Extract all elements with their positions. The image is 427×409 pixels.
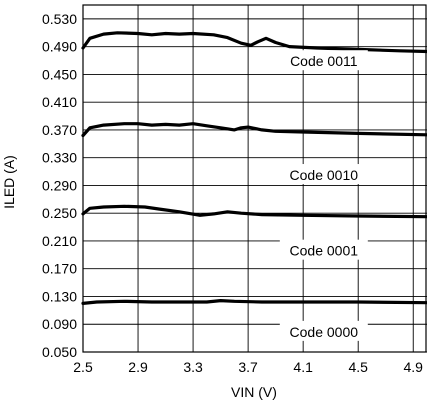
plot-frame bbox=[82, 4, 427, 353]
y-tick-label: 0.530 bbox=[42, 11, 77, 27]
y-tick-label: 0.170 bbox=[42, 261, 77, 277]
annotation-background bbox=[279, 164, 368, 185]
series-lines bbox=[81, 31, 427, 305]
y-tick-label: 0.450 bbox=[42, 66, 77, 82]
series-line bbox=[81, 31, 427, 54]
grid bbox=[82, 5, 427, 353]
x-tick-label: 4.5 bbox=[348, 359, 368, 375]
y-tick-label: 0.050 bbox=[42, 344, 77, 360]
y-tick-label: 0.130 bbox=[42, 288, 77, 304]
y-axis-label: ILED (A) bbox=[1, 155, 17, 209]
y-tick-label: 0.290 bbox=[42, 177, 77, 193]
x-tick-label: 2.9 bbox=[128, 359, 148, 375]
x-tick-label: 4.9 bbox=[404, 359, 424, 375]
tick-labels: 2.5 2.9 3.3 3.7 4.1 4.5 4.9 0.050 0.090 0.130 0.17… bbox=[42, 11, 423, 375]
series-line bbox=[81, 204, 427, 219]
y-tick-label: 0.490 bbox=[42, 39, 77, 55]
series-line bbox=[81, 299, 427, 305]
x-tick-label: 3.7 bbox=[238, 359, 258, 375]
x-tick-label: 3.3 bbox=[183, 359, 203, 375]
y-tick-label: 0.330 bbox=[42, 150, 77, 166]
annotation-label: Code 0010 bbox=[290, 167, 359, 183]
annotation-label: Code 0011 bbox=[290, 53, 358, 69]
annotation-background bbox=[279, 239, 368, 260]
series-line bbox=[81, 122, 427, 138]
series-annotation: Code 0011 bbox=[279, 50, 368, 71]
annotation-label: Code 0000 bbox=[290, 324, 359, 340]
series-annotation: Code 0000 bbox=[279, 320, 368, 341]
x-tick-label: 4.1 bbox=[293, 359, 313, 375]
annotation-label: Code 0001 bbox=[290, 243, 359, 259]
series-annotation: Code 0001 bbox=[279, 239, 368, 260]
y-tick-label: 0.410 bbox=[42, 94, 77, 110]
x-axis-label: VIN (V) bbox=[231, 384, 277, 400]
series-annotation: Code 0010 bbox=[279, 164, 368, 185]
y-tick-label: 0.090 bbox=[42, 316, 77, 332]
annotation-background bbox=[279, 320, 368, 341]
y-tick-label: 0.370 bbox=[42, 122, 77, 138]
y-tick-label: 0.250 bbox=[42, 205, 77, 221]
y-tick-label: 0.210 bbox=[42, 233, 77, 249]
annotations: Code 0011 Code 0010 Code 0001 Code 0000 bbox=[279, 50, 368, 341]
annotation-background bbox=[279, 50, 368, 71]
x-tick-label: 2.5 bbox=[73, 359, 93, 375]
